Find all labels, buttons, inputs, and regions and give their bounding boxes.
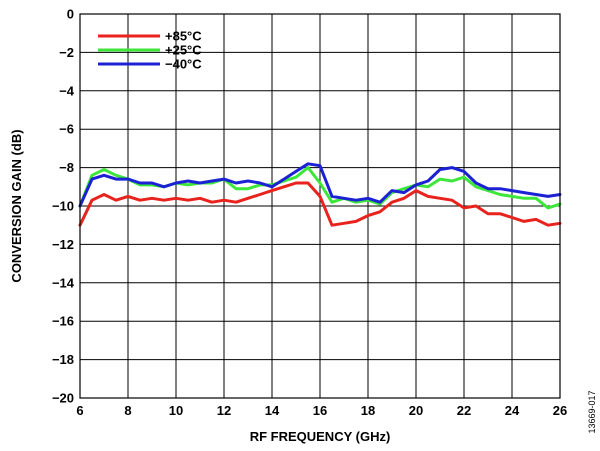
y-axis-title: CONVERSION GAIN (dB)	[9, 129, 24, 282]
x-tick-label: 6	[76, 403, 83, 418]
x-axis-title: RF FREQUENCY (GHz)	[250, 429, 391, 444]
y-tick-label: −6	[59, 122, 74, 137]
y-tick-label: 0	[67, 7, 74, 22]
x-tick-label: 18	[361, 403, 375, 418]
legend: +85°C+25°C−40°C	[98, 29, 202, 72]
series-line-3	[78, 162, 562, 208]
y-tick-label: −4	[59, 83, 75, 98]
x-tick-label: 12	[217, 403, 231, 418]
x-tick-label: 26	[553, 403, 567, 418]
y-tick-label: −18	[52, 352, 74, 367]
y-tick-label: −10	[52, 199, 74, 214]
y-tick-label: −2	[59, 45, 74, 60]
series-lines	[78, 162, 562, 227]
x-axis-tick-labels: 6 8 10 12 14 16 18 20 22 24 26	[76, 403, 567, 418]
x-tick-label: 14	[265, 403, 280, 418]
legend-label: −40°C	[165, 57, 202, 72]
series-line-1	[78, 181, 562, 227]
legend-label: +85°C	[165, 29, 202, 44]
y-tick-label: −20	[52, 391, 74, 406]
x-tick-label: 16	[313, 403, 327, 418]
y-tick-label: −16	[52, 314, 74, 329]
y-tick-label: −12	[52, 237, 74, 252]
y-tick-label: −8	[59, 160, 74, 175]
figure-id: 13669-017	[587, 390, 597, 433]
plot-frame	[79, 13, 561, 399]
y-tick-label: −14	[52, 275, 75, 290]
legend-label: +25°C	[165, 43, 202, 58]
x-tick-label: 20	[409, 403, 423, 418]
x-tick-label: 24	[505, 403, 520, 418]
y-axis-tick-labels: 0 −2 −4 −6 −8 −10 −12 −14 −16 −18 −20	[52, 7, 75, 406]
x-tick-label: 22	[457, 403, 471, 418]
x-tick-label: 10	[169, 403, 183, 418]
x-tick-label: 8	[124, 403, 131, 418]
grid-lines	[80, 14, 560, 398]
